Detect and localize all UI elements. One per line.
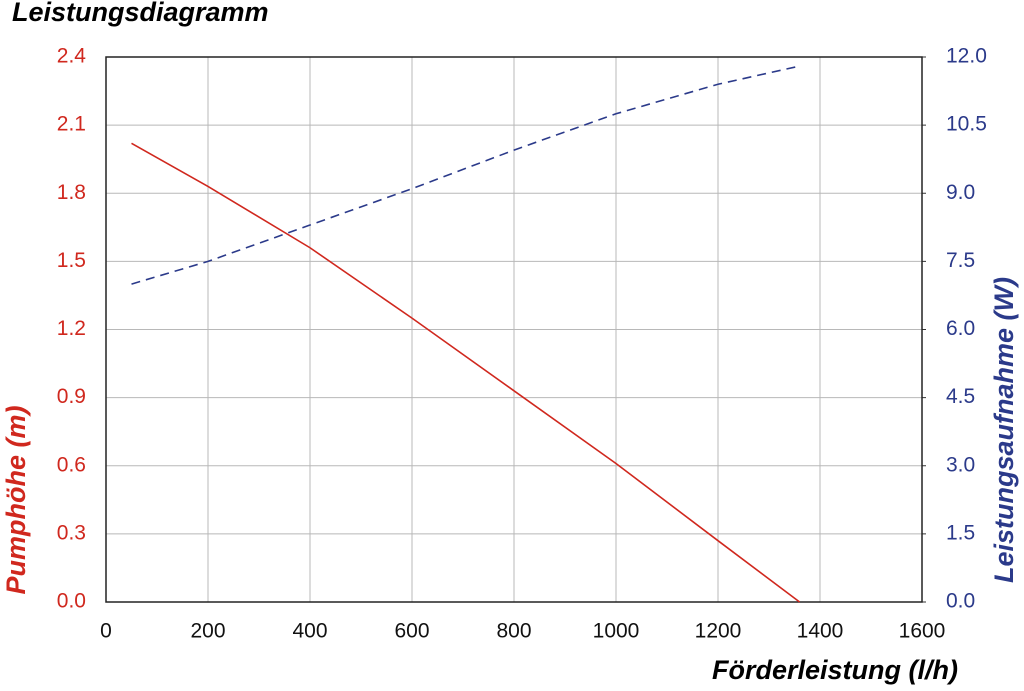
x-tick-label: 800 [496, 620, 531, 643]
y2-tick-label: 1.5 [946, 521, 975, 544]
y-axis-label: Pumphöhe (m) [1, 406, 31, 595]
series-line [131, 65, 800, 285]
x-tick-label: 400 [292, 620, 327, 643]
y2-tick-label: 10.5 [946, 113, 987, 136]
plot-frame [105, 56, 923, 603]
y2-tick-label: 9.0 [946, 181, 975, 204]
y-tick-label: 2.4 [57, 45, 87, 68]
y2-tick-label: 7.5 [946, 249, 975, 272]
y-tick-label: 1.2 [57, 317, 86, 340]
y2-tick-label: 0.0 [946, 590, 975, 613]
x-tick-label: 1400 [797, 620, 844, 643]
y-tick-label: 0.3 [57, 521, 86, 544]
y2-tick-label: 3.0 [946, 453, 975, 476]
y-tick-label: 1.8 [57, 181, 86, 204]
x-tick-label: 200 [190, 620, 225, 643]
series-line [131, 142, 801, 603]
y-tick-label: 2.1 [57, 113, 86, 136]
chart-title: Leistungsdiagramm [12, 0, 269, 27]
y-tick-label: 0.0 [57, 590, 86, 613]
y-tick-label: 0.6 [57, 453, 86, 476]
y2-tick-label: 6.0 [946, 317, 975, 340]
y-tick-label: 0.9 [57, 385, 86, 408]
y2-tick-label: 12.0 [946, 45, 987, 68]
x-tick-label: 600 [394, 620, 429, 643]
x-tick-label: 1000 [593, 620, 640, 643]
x-tick-label: 0 [100, 620, 112, 643]
x-axis-label: Förderleistung (l/h) [712, 655, 958, 685]
y2-tick-label: 4.5 [946, 385, 975, 408]
x-tick-label: 1200 [695, 620, 742, 643]
y-tick-label: 1.5 [57, 249, 86, 272]
y2-axis-label: Leistungsaufnahme (W) [989, 277, 1019, 583]
x-tick-label: 1600 [899, 620, 946, 643]
